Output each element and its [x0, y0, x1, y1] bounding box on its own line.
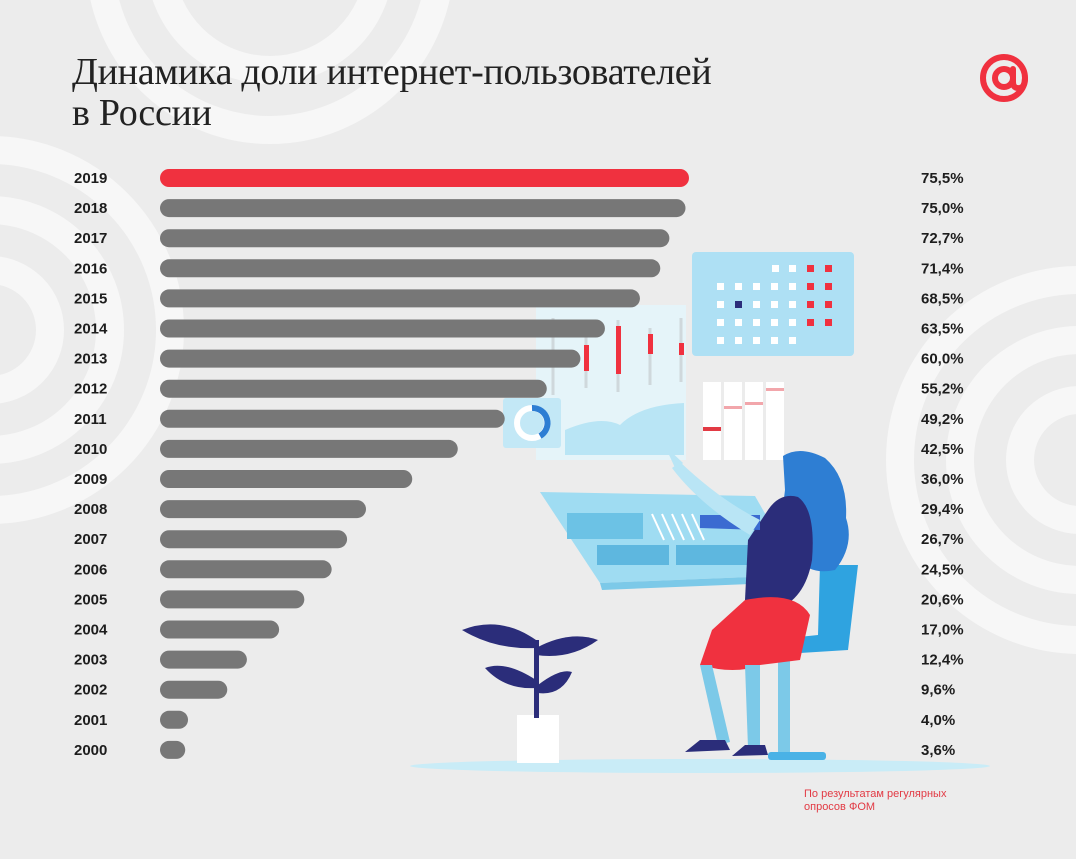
bar-2016	[160, 259, 661, 278]
value-label: 4,0%	[921, 712, 955, 729]
value-label: 36,0%	[921, 471, 964, 488]
value-label: 29,4%	[921, 501, 964, 518]
value-label: 26,7%	[921, 531, 964, 548]
bar-2002	[160, 680, 228, 699]
year-label: 2001	[74, 712, 107, 729]
source-line-1: По результатам регулярных	[804, 788, 947, 800]
value-label: 68,5%	[921, 290, 964, 307]
potted-plant	[462, 624, 598, 763]
year-label: 2015	[74, 290, 107, 307]
year-label: 2018	[74, 200, 107, 217]
bar-2012	[160, 379, 547, 398]
bar-2011	[160, 409, 505, 428]
year-label: 2006	[74, 561, 107, 578]
value-label: 63,5%	[921, 321, 964, 338]
page-title: Динамика доли интернет-пользователей в Р…	[72, 51, 712, 134]
value-label: 17,0%	[921, 622, 964, 639]
year-label: 2019	[74, 170, 107, 187]
year-label: 2010	[74, 441, 107, 458]
bar-2017	[160, 229, 670, 248]
bar-2018	[160, 199, 686, 218]
value-label: 60,0%	[921, 351, 964, 368]
year-label: 2017	[74, 230, 107, 247]
value-label: 75,0%	[921, 200, 964, 217]
value-label: 75,5%	[921, 170, 964, 187]
bar-2008	[160, 500, 366, 519]
value-label: 72,7%	[921, 230, 964, 247]
value-label: 12,4%	[921, 652, 964, 669]
year-label: 2007	[74, 531, 107, 548]
year-label: 2016	[74, 260, 107, 277]
title-line-1: Динамика доли интернет-пользователей	[72, 51, 712, 93]
bar-2006	[160, 560, 332, 579]
year-label: 2011	[74, 411, 107, 428]
value-label: 20,6%	[921, 591, 964, 608]
bar-2015	[160, 289, 640, 308]
title-line-2: в России	[72, 92, 212, 134]
bar-2010	[160, 439, 458, 458]
year-label: 2009	[74, 471, 107, 488]
value-label: 55,2%	[921, 381, 964, 398]
value-label: 9,6%	[921, 682, 955, 699]
year-label: 2005	[74, 591, 107, 608]
value-label: 42,5%	[921, 441, 964, 458]
year-label: 2014	[74, 321, 108, 338]
woman-figure	[665, 446, 849, 756]
bar-2005	[160, 590, 305, 609]
value-label: 71,4%	[921, 260, 964, 277]
bar-2004	[160, 620, 280, 639]
year-label: 2000	[74, 742, 107, 759]
chair	[768, 565, 858, 760]
bar-2013	[160, 349, 581, 368]
bar-2014	[160, 319, 605, 338]
value-label: 3,6%	[921, 742, 955, 759]
year-label: 2008	[74, 501, 107, 518]
year-label: 2003	[74, 652, 107, 669]
year-label: 2002	[74, 682, 107, 699]
year-label: 2012	[74, 381, 107, 398]
value-label: 24,5%	[921, 561, 964, 578]
bar-mini-chart	[703, 382, 784, 460]
bar-2001	[160, 710, 189, 729]
mail-at-logo-icon	[980, 54, 1028, 102]
calendar-panel	[692, 252, 854, 356]
bar-2000	[160, 740, 186, 759]
source-note: По результатам регулярных опросов ФОМ	[804, 788, 994, 814]
value-label: 49,2%	[921, 411, 964, 428]
bar-2019	[160, 169, 689, 187]
source-line-2: опросов ФОМ	[804, 801, 876, 813]
year-label: 2004	[74, 622, 108, 639]
year-label: 2013	[74, 351, 107, 368]
bar-2003	[160, 650, 247, 669]
bar-2009	[160, 470, 413, 488]
bar-2007	[160, 530, 348, 549]
